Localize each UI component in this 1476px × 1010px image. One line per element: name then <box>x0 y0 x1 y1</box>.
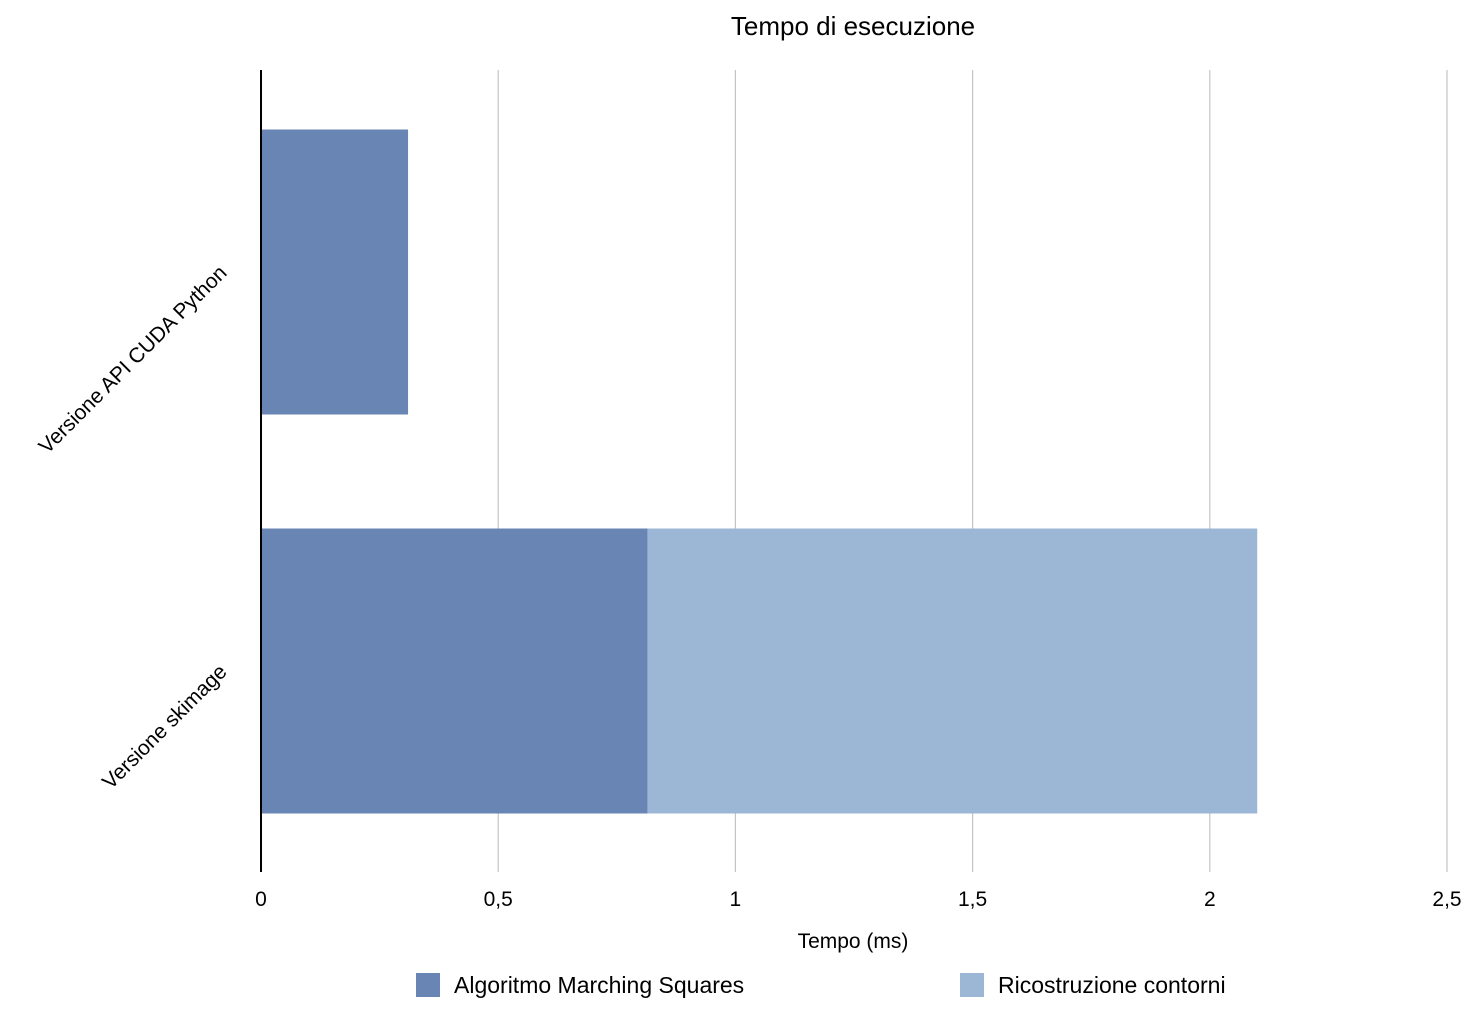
x-axis-label: Tempo (ms) <box>798 930 909 953</box>
x-tick-label-3: 1,5 <box>958 888 987 911</box>
x-axis-ticks: 0 0,5 1 1,5 2 2,5 <box>255 888 1461 911</box>
legend-label-1: Ricostruzione contorni <box>998 972 1226 998</box>
legend-swatch-1 <box>960 973 984 997</box>
y-axis-categories: Versione API CUDA Python Versione skimage <box>35 261 232 793</box>
legend-swatch-0 <box>416 973 440 997</box>
bars <box>261 129 1258 814</box>
x-tick-label-2: 1 <box>730 888 742 911</box>
x-tick-label-4: 2 <box>1204 888 1216 911</box>
x-tick-label-0: 0 <box>255 888 267 911</box>
legend-label-0: Algoritmo Marching Squares <box>454 972 744 998</box>
y-category-label-1: Versione skimage <box>98 660 231 793</box>
chart-title: Tempo di esecuzione <box>731 11 975 41</box>
x-tick-label-1: 0,5 <box>484 888 513 911</box>
bar-1-series-0 <box>261 528 648 814</box>
x-tick-label-5: 2,5 <box>1432 888 1461 911</box>
bar-0-series-0 <box>261 129 409 415</box>
bar-1-series-1 <box>647 528 1258 814</box>
y-category-label-0: Versione API CUDA Python <box>35 261 232 458</box>
legend: Algoritmo Marching Squares Ricostruzione … <box>416 972 1226 998</box>
